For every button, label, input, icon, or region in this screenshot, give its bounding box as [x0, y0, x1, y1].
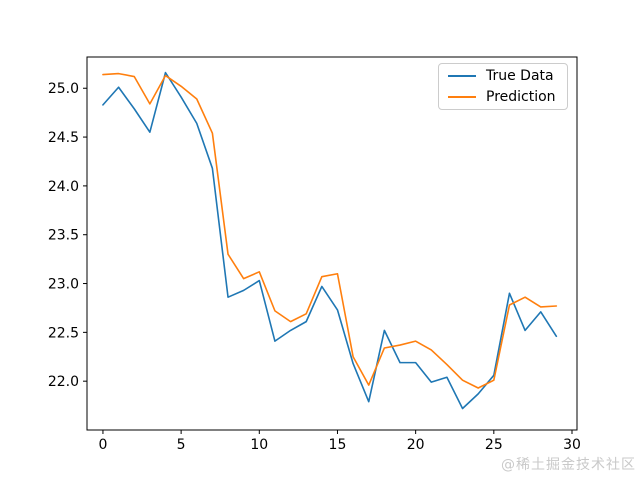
x-tick-label: 10 [250, 437, 268, 453]
x-tick-label: 5 [177, 437, 186, 453]
y-tick-label: 23.5 [48, 228, 79, 244]
x-tick-label: 30 [563, 437, 581, 453]
plot-border [86, 56, 578, 431]
axes [86, 56, 578, 431]
tick-marks [83, 87, 573, 434]
y-tick-label: 24.0 [48, 179, 79, 195]
legend-line-sample-prediction [448, 95, 476, 98]
watermark: @稀土掘金技术社区 [501, 457, 636, 473]
x-tick-label: 20 [407, 437, 425, 453]
y-tick-label: 22.5 [48, 325, 79, 341]
x-tick-label: 25 [485, 437, 503, 453]
legend-label-true-data: True Data [486, 68, 554, 85]
legend-label-prediction: Prediction [486, 88, 556, 105]
data-lines [102, 71, 558, 410]
series-line-true-data [102, 71, 558, 410]
y-tick-label: 22.0 [48, 374, 79, 390]
y-tick-label: 24.5 [48, 130, 79, 146]
x-tick-label: 15 [329, 437, 347, 453]
legend-item-prediction: Prediction [448, 87, 561, 107]
legend: True Data Prediction [438, 63, 568, 110]
y-tick-label: 23.0 [48, 277, 79, 293]
legend-line-sample-true-data [448, 75, 476, 78]
legend-item-true-data: True Data [448, 66, 561, 86]
x-tick-label: 0 [98, 437, 107, 453]
series-line-prediction [102, 72, 558, 389]
y-tick-label: 25.0 [48, 81, 79, 97]
tick-labels: 0 5 10 15 20 25 30 22.0 22.5 23.0 23.5 24.0 24.5 25.0 [48, 81, 581, 453]
